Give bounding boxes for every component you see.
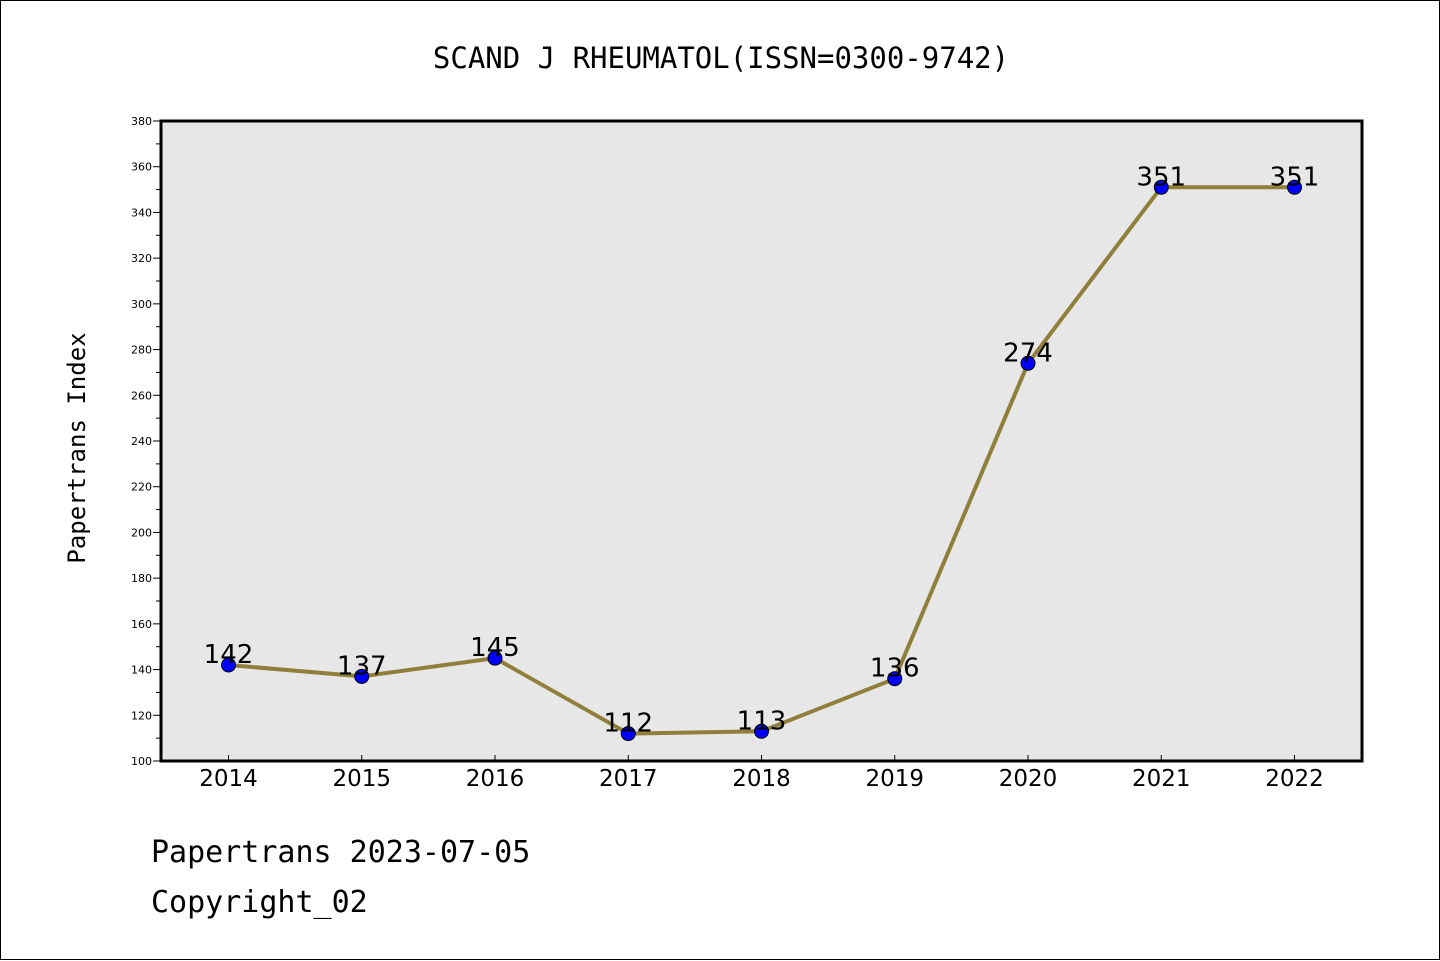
data-label: 112 bbox=[603, 709, 653, 739]
data-point bbox=[1287, 179, 1302, 195]
data-point bbox=[487, 650, 503, 666]
x-tick-label: 2019 bbox=[865, 766, 924, 792]
footer-copyright: Copyright_02 bbox=[151, 885, 368, 920]
data-point bbox=[354, 668, 370, 684]
footer-date: Papertrans 2023-07-05 bbox=[151, 835, 531, 870]
x-tick-label: 2017 bbox=[599, 766, 658, 792]
y-tick-label: 360 bbox=[131, 161, 152, 174]
data-point bbox=[754, 723, 769, 739]
x-tick-label: 2020 bbox=[999, 766, 1058, 792]
y-tick-label: 340 bbox=[131, 206, 152, 219]
x-tick-label: 2018 bbox=[732, 766, 791, 792]
y-tick-label: 300 bbox=[131, 298, 152, 311]
x-tick-label: 2016 bbox=[466, 766, 525, 792]
y-tick-label: 380 bbox=[131, 115, 152, 128]
data-label: 274 bbox=[1003, 338, 1053, 368]
data-label: 351 bbox=[1270, 162, 1320, 192]
data-point bbox=[620, 726, 636, 742]
y-axis-label: Papertrans Index bbox=[63, 332, 91, 563]
data-label: 137 bbox=[337, 651, 387, 681]
data-labels: 142 137 145 112 113 136 274 351 351 bbox=[204, 162, 1320, 738]
x-axis-ticks: 2014 2015 2016 2017 2018 2019 2020 2021 2022 bbox=[199, 755, 1324, 792]
y-tick-label: 240 bbox=[131, 435, 152, 448]
data-point bbox=[1153, 179, 1169, 195]
data-label: 136 bbox=[870, 654, 920, 684]
data-label: 145 bbox=[470, 633, 520, 663]
y-tick-label: 140 bbox=[131, 664, 152, 677]
data-label: 113 bbox=[737, 706, 787, 736]
y-axis-ticks: 100 120 140 160 180 200 220 240 260 280 300 320 340 3… bbox=[131, 115, 161, 768]
data-point bbox=[1020, 355, 1036, 371]
y-tick-label: 260 bbox=[131, 389, 152, 402]
y-tick-label: 120 bbox=[131, 709, 152, 722]
plot-area bbox=[159, 119, 1364, 763]
data-markers bbox=[221, 179, 1302, 742]
data-point bbox=[221, 657, 236, 673]
x-tick-label: 2021 bbox=[1132, 766, 1191, 792]
x-tick-label: 2014 bbox=[199, 766, 258, 792]
y-tick-label: 160 bbox=[131, 618, 152, 631]
y-tick-label: 200 bbox=[131, 526, 152, 539]
data-label: 351 bbox=[1136, 162, 1186, 192]
y-tick-label: 320 bbox=[131, 252, 152, 265]
x-tick-label: 2022 bbox=[1265, 766, 1324, 792]
y-tick-label: 100 bbox=[131, 755, 152, 768]
chart-title: SCAND J RHEUMATOL(ISSN=0300-9742) bbox=[433, 41, 1009, 75]
y-tick-label: 220 bbox=[131, 481, 152, 494]
data-label: 142 bbox=[204, 640, 254, 670]
x-tick-label: 2015 bbox=[332, 766, 391, 792]
data-point bbox=[887, 671, 903, 687]
y-tick-label: 280 bbox=[131, 344, 152, 357]
y-tick-label: 180 bbox=[131, 572, 152, 585]
